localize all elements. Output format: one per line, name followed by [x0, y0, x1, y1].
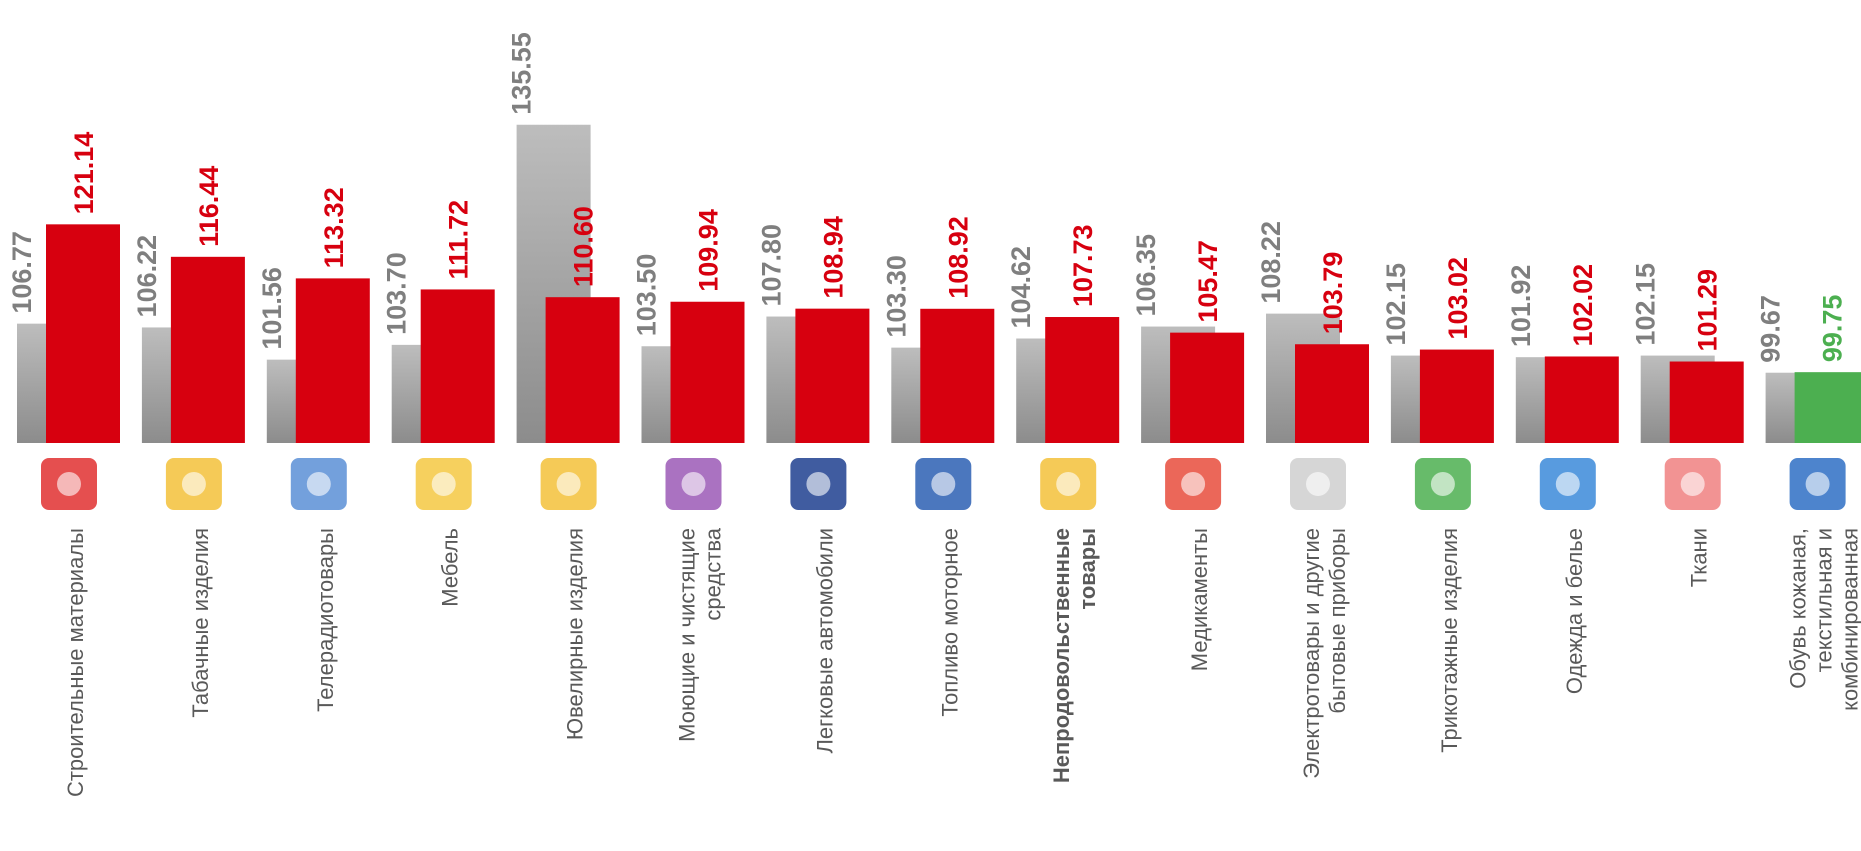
icon	[1306, 472, 1330, 496]
category-label: Электротовары и другие	[1299, 528, 1324, 779]
value-label: 107.73	[1068, 224, 1098, 307]
category-label: Моющие и чистящие	[675, 528, 700, 742]
category-label: Медикаменты	[1187, 528, 1212, 671]
category-label: Строительные материалы	[63, 528, 88, 797]
icon	[1181, 472, 1206, 496]
value-label: 113.32	[319, 187, 349, 268]
category-label: средства	[701, 527, 726, 620]
category-label: Одежда и белье	[1562, 528, 1587, 694]
category-label: комбинированная	[1838, 528, 1861, 711]
icon	[556, 472, 581, 496]
bar	[1794, 372, 1861, 443]
bar	[1170, 332, 1245, 443]
category-label: бытовые приборы	[1325, 528, 1350, 714]
category-label: Ткани	[1687, 528, 1712, 587]
category-label: Мебель	[438, 528, 463, 607]
value-label: 101.56	[257, 267, 287, 350]
value-label: 107.80	[756, 224, 786, 307]
value-label: 103.30	[881, 255, 911, 338]
bar	[420, 289, 495, 443]
icon	[681, 472, 706, 496]
value-label: 106.22	[132, 235, 162, 318]
category-label: Табачные изделия	[188, 528, 213, 718]
category-label: Непродовольственные	[1049, 528, 1074, 783]
icon	[1430, 472, 1455, 496]
bar	[795, 308, 870, 443]
bar	[1045, 317, 1120, 443]
category-label: Трикотажные изделия	[1437, 528, 1462, 753]
value-label: 99.67	[1756, 295, 1786, 363]
icon	[931, 472, 956, 496]
value-label: 108.92	[943, 216, 973, 299]
value-label: 108.22	[1256, 221, 1286, 304]
bar	[1419, 349, 1494, 443]
bar	[1295, 344, 1369, 443]
value-label: 135.55	[507, 32, 537, 115]
bar	[1669, 361, 1744, 443]
value-label: 110.60	[569, 206, 599, 287]
value-label: 102.02	[1568, 264, 1598, 347]
bar	[670, 301, 745, 443]
bar	[1544, 356, 1619, 443]
icon	[431, 472, 456, 496]
value-label: 104.62	[1006, 246, 1036, 329]
bar	[295, 278, 370, 443]
value-label: 116.44	[194, 166, 224, 247]
value-label: 101.92	[1506, 265, 1536, 348]
icon	[306, 472, 331, 496]
bar	[545, 297, 620, 443]
icon	[57, 472, 81, 496]
value-label: 108.94	[818, 216, 848, 299]
value-label: 109.94	[694, 209, 724, 292]
value-label: 102.15	[1381, 263, 1411, 346]
value-label: 106.35	[1131, 234, 1161, 317]
category-label: Легковые автомобили	[812, 528, 837, 754]
category-label: Теле­радиотовары	[313, 528, 338, 712]
value-label: 103.70	[382, 252, 412, 335]
value-label: 105.47	[1193, 240, 1223, 323]
value-label: 103.79	[1318, 252, 1348, 335]
value-label: 121.14	[69, 132, 99, 215]
bar	[170, 256, 245, 443]
category-label: Обувь кожаная,	[1786, 528, 1811, 689]
value-label: 106.77	[7, 231, 37, 314]
icon	[1555, 472, 1580, 496]
value-label: 103.02	[1443, 257, 1473, 340]
icon	[181, 472, 206, 496]
category-label: Топливо моторное	[937, 528, 962, 717]
category-label: товары	[1075, 528, 1100, 610]
value-label: 99.75	[1818, 295, 1848, 363]
icon	[806, 472, 831, 496]
category-label: текстильная и	[1812, 528, 1837, 672]
value-label: 111.72	[444, 200, 474, 280]
bar	[920, 308, 995, 443]
value-label: 102.15	[1631, 263, 1661, 346]
icon	[1805, 472, 1830, 496]
icon	[1680, 472, 1705, 496]
bar	[46, 224, 120, 443]
value-label: 103.50	[632, 254, 662, 337]
category-label: Ювелирные изделия	[563, 528, 588, 740]
icon	[1056, 472, 1081, 496]
value-label: 101.29	[1693, 269, 1723, 352]
